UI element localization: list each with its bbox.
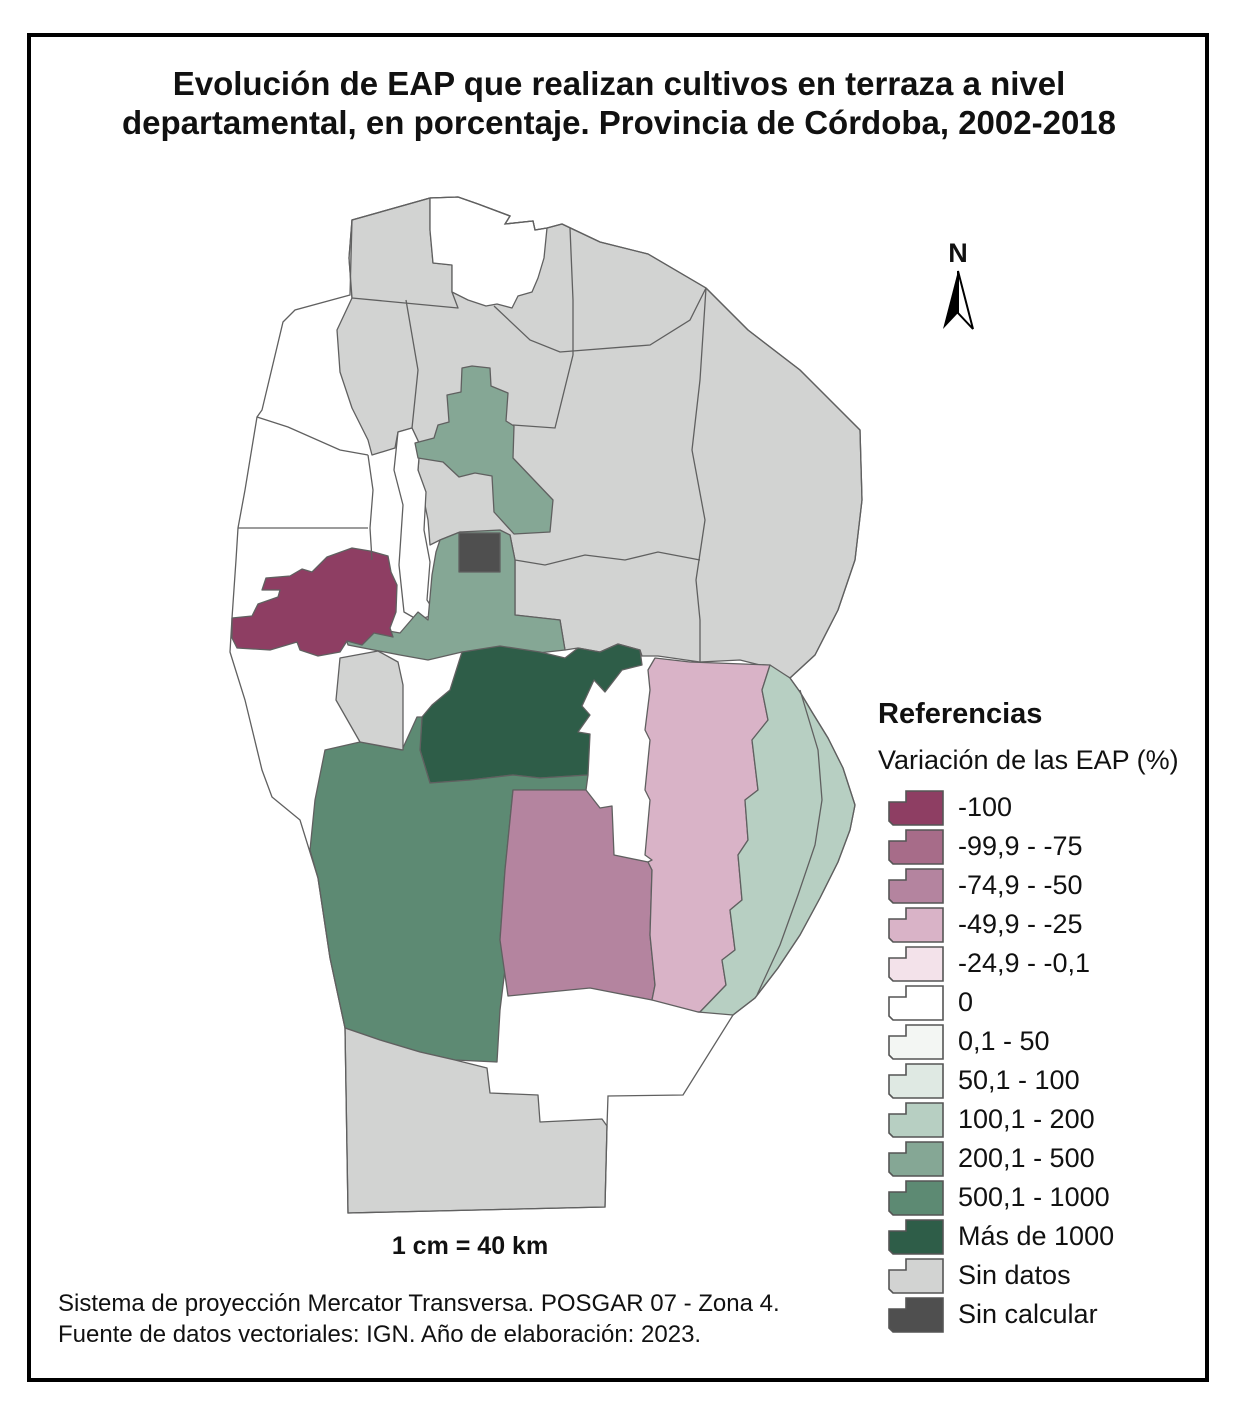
legend-swatch-icon: [888, 1218, 944, 1255]
legend-title: Referencias: [878, 698, 1043, 730]
legend-item-label: 100,1 - 200: [958, 1104, 1095, 1134]
legend-swatch-icon: [888, 1023, 944, 1060]
legend-item-label: -99,9 - -75: [958, 831, 1083, 861]
border-nw-vertical: [367, 454, 374, 561]
legend-item-label: 200,1 - 500: [958, 1143, 1095, 1173]
footer-line-1: Sistema de proyección Mercator Transvers…: [58, 1290, 780, 1317]
title-line-1: Evolución de EAP que realizan cultivos e…: [172, 65, 1066, 102]
border-union-marcos-juarez: [756, 689, 823, 996]
dept-pocho: [231, 547, 398, 657]
legend-swatch-icon: [888, 1179, 944, 1216]
legend-item-label: Más de 1000: [958, 1221, 1115, 1251]
north-arrow-icon: [943, 270, 974, 330]
legend-swatch-icon: [888, 1296, 944, 1333]
legend-swatch-icon: [888, 1257, 944, 1294]
province-outline: [229, 196, 863, 1214]
legend-item-label: 500,1 - 1000: [958, 1182, 1110, 1212]
border-tulumba-rio-primero: [512, 354, 574, 429]
legend-item-label: 0,1 - 50: [958, 1026, 1050, 1056]
legend-item-label: 50,1 - 100: [958, 1065, 1080, 1095]
legend-item-1: -99,9 - -75: [878, 827, 1198, 866]
legend-item-label: Sin datos: [958, 1260, 1071, 1290]
legend-swatch-icon: [888, 789, 944, 826]
scale-bar-text: 1 cm = 40 km: [391, 1232, 549, 1260]
border-north-band: [493, 287, 707, 353]
legend-swatch-icon: [888, 1062, 944, 1099]
legend-item-5: 0: [878, 983, 1198, 1022]
legend-swatch-icon: [888, 828, 944, 865]
footer-notes: Sistema de proyección Mercator Transvers…: [58, 1288, 780, 1350]
title-line-2: departamental, en porcentaje. Provincia …: [121, 104, 1117, 141]
footer-line-2: Fuente de datos vectoriales: IGN. Año de…: [58, 1321, 702, 1348]
legend-item-11: Más de 1000: [878, 1217, 1198, 1256]
legend-item-7: 50,1 - 100: [878, 1061, 1198, 1100]
border-nw-diagonal: [256, 416, 369, 456]
border-cruz-del-eje: [405, 299, 419, 429]
legend-item-6: 0,1 - 50: [878, 1022, 1198, 1061]
legend-item-10: 500,1 - 1000: [878, 1178, 1198, 1217]
legend-swatch-icon: [888, 945, 944, 982]
legend-item-8: 100,1 - 200: [878, 1100, 1198, 1139]
legend: Referencias Variación de las EAP (%) -10…: [878, 698, 1198, 1334]
legend-item-4: -24,9 - -0,1: [878, 944, 1198, 983]
page-title: Evolución de EAP que realizan cultivos e…: [60, 64, 1178, 142]
legend-item-9: 200,1 - 500: [878, 1139, 1198, 1178]
legend-swatch-icon: [888, 984, 944, 1021]
border-rio-seco-tulumba: [569, 227, 574, 355]
legend-item-label: 0: [958, 987, 974, 1017]
legend-item-label: -74,9 - -50: [958, 870, 1083, 900]
legend-item-label: -49,9 - -25: [958, 909, 1083, 939]
legend-item-label: -100: [958, 792, 1013, 822]
legend-subtitle: Variación de las EAP (%): [878, 745, 1179, 775]
border-rio-primero-segundo: [514, 551, 701, 566]
border-san-justo-west: [691, 287, 707, 662]
legend-swatch-icon: [888, 906, 944, 943]
legend-item-2: -74,9 - -50: [878, 866, 1198, 905]
legend-item-label: -24,9 - -0,1: [958, 948, 1091, 978]
dept-capital: [458, 532, 501, 573]
legend-item-label: Sin calcular: [958, 1299, 1098, 1329]
dept-totoral: [414, 365, 554, 535]
legend-item-13: Sin calcular: [878, 1295, 1198, 1334]
legend-item-0: -100: [878, 788, 1198, 827]
legend-swatch-icon: [888, 1101, 944, 1138]
north-label: N: [948, 238, 968, 268]
legend-rows: -100 -99,9 - -75 -74,9 - -50 -49,9 - -25 -24…: [878, 788, 1198, 1334]
legend-item-3: -49,9 - -25: [878, 905, 1198, 944]
legend-swatch-icon: [888, 1140, 944, 1177]
dept-colon: [344, 529, 566, 661]
north-indicator: N: [928, 238, 988, 340]
legend-swatch-icon: [888, 867, 944, 904]
dept-san-alberto: [335, 650, 404, 751]
legend-item-12: Sin datos: [878, 1256, 1198, 1295]
